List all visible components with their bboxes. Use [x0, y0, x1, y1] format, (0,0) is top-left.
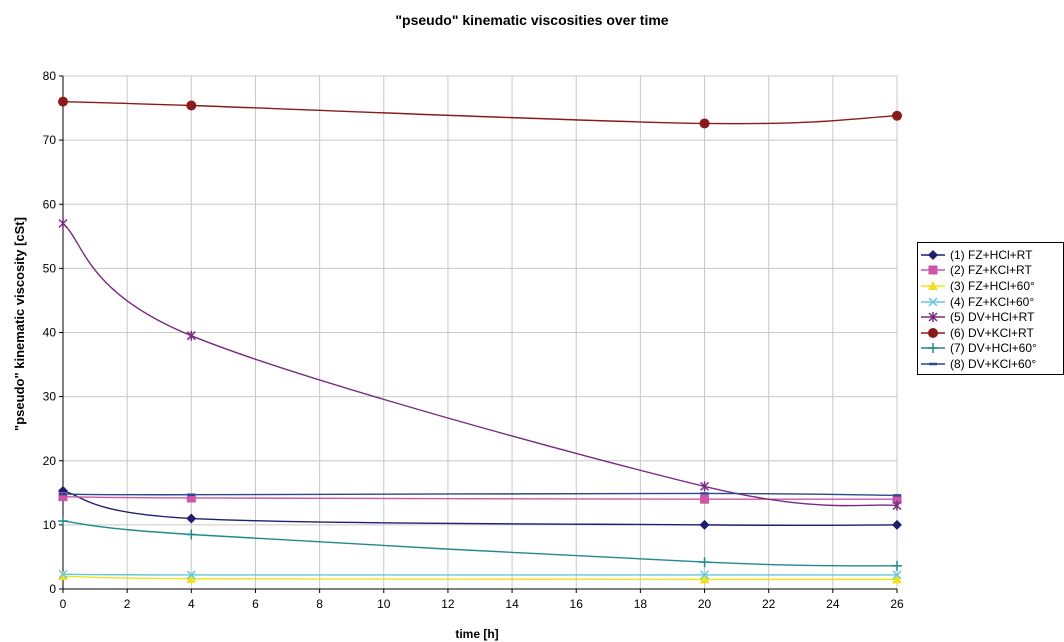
legend-label: (3) FZ+HCl+60° — [950, 278, 1035, 293]
legend-swatch — [921, 280, 945, 290]
legend-label: (7) DV+HCl+60° — [950, 341, 1037, 356]
y-tick-label: 20 — [43, 454, 57, 468]
axes — [59, 75, 898, 593]
legend-swatch-marker — [928, 265, 938, 275]
y-tick-label: 60 — [43, 197, 57, 211]
data-point-series-2 — [700, 494, 710, 504]
legend-item-5: (5) DV+HCl+RT — [918, 309, 1063, 325]
series-line-4 — [62, 573, 897, 576]
x-tick-label: 26 — [890, 597, 904, 611]
legend-item-8: (8) DV+KCl+60° — [918, 356, 1063, 372]
legend-label: (5) DV+HCl+RT — [950, 310, 1035, 325]
legend-swatch — [921, 343, 945, 354]
data-point-series-4 — [186, 570, 196, 580]
data-point-series-4 — [58, 569, 68, 579]
legend-swatch-marker — [928, 327, 938, 338]
data-point-series-6 — [58, 96, 68, 107]
legend-item-1: (1) FZ+HCl+RT — [918, 247, 1063, 263]
data-point-series-3 — [186, 573, 197, 583]
legend-swatch-marker — [928, 312, 938, 323]
series-line-6 — [62, 100, 898, 125]
data-point-series-6 — [186, 100, 197, 111]
legend-swatch-marker — [928, 249, 938, 260]
x-tick-label: 10 — [377, 597, 391, 611]
legend-swatch — [921, 297, 945, 307]
y-tick-label: 30 — [43, 390, 57, 404]
legend-swatch — [921, 362, 945, 366]
data-point-series-4 — [700, 570, 710, 580]
data-point-series-3 — [892, 574, 902, 584]
data-point-series-2 — [186, 493, 196, 503]
data-point-series-1 — [892, 519, 902, 530]
legend-swatch — [921, 249, 945, 260]
y-tick-label: 70 — [43, 133, 57, 147]
x-tick-label: 2 — [124, 597, 131, 611]
series-line-5 — [62, 222, 898, 507]
x-tick-label: 16 — [570, 597, 584, 611]
data-point-series-7 — [186, 529, 197, 540]
legend-item-3: (3) FZ+HCl+60° — [918, 278, 1063, 294]
data-point-series-5 — [186, 330, 196, 341]
data-point-series-6 — [892, 110, 902, 121]
data-point-series-5 — [58, 218, 68, 229]
x-tick-label: 6 — [252, 597, 259, 611]
x-tick-label: 20 — [698, 597, 712, 611]
legend-label: (1) FZ+HCl+RT — [950, 247, 1033, 262]
data-point-series-1 — [186, 513, 197, 524]
data-point-series-3 — [58, 571, 68, 581]
data-point-series-1 — [699, 519, 710, 530]
y-tick-label: 50 — [43, 261, 57, 275]
legend-swatch-marker — [928, 343, 938, 354]
x-tick-label: 24 — [826, 597, 840, 611]
y-tick-label: 10 — [43, 518, 57, 532]
data-point-series-7 — [892, 560, 902, 571]
x-tick-label: 8 — [316, 597, 323, 611]
series-line-3 — [62, 575, 898, 581]
series-line-7 — [62, 520, 898, 567]
legend-label: (2) FZ+KCl+RT — [950, 263, 1032, 278]
legend-swatch-marker — [928, 297, 938, 307]
series-line-2 — [62, 495, 898, 501]
data-point-series-2 — [892, 494, 902, 504]
x-tick-label: 0 — [60, 597, 67, 611]
x-tick-label: 18 — [634, 597, 648, 611]
legend-label: (4) FZ+KCl+60° — [950, 294, 1035, 309]
legend-swatch — [921, 327, 945, 338]
x-tick-label: 14 — [505, 597, 519, 611]
data-markers — [58, 96, 902, 584]
y-tick-label: 40 — [43, 326, 57, 340]
data-point-series-7 — [699, 557, 710, 568]
grid-lines — [63, 75, 898, 589]
y-tick-label: 0 — [49, 582, 56, 596]
series-line-1 — [62, 490, 898, 527]
legend-label: (6) DV+KCl+RT — [950, 325, 1034, 340]
legend-swatch — [921, 312, 945, 323]
x-tick-label: 12 — [441, 597, 455, 611]
x-tick-label: 22 — [762, 597, 776, 611]
legend-label: (8) DV+KCl+60° — [950, 356, 1037, 371]
data-point-series-2 — [58, 492, 68, 502]
x-tick-label: 4 — [188, 597, 195, 611]
data-point-series-6 — [699, 118, 710, 129]
legend-item-7: (7) DV+HCl+60° — [918, 341, 1063, 357]
series-lines — [62, 100, 898, 581]
y-tick-label: 80 — [43, 69, 57, 83]
legend-swatch-marker — [928, 280, 938, 290]
data-point-series-5 — [700, 481, 710, 492]
legend-item-2: (2) FZ+KCl+RT — [918, 263, 1063, 279]
legend-swatch — [921, 265, 945, 275]
y-axis-label: "pseudo" kinematic viscosity [cSt] — [12, 217, 27, 431]
data-point-series-4 — [892, 570, 902, 580]
legend: (1) FZ+HCl+RT (2) FZ+KCl+RT (3) FZ+HCl+60°… — [917, 242, 1064, 375]
data-point-series-7 — [58, 516, 68, 527]
x-axis-label: time [h] — [455, 627, 498, 641]
legend-item-4: (4) FZ+KCl+60° — [918, 294, 1063, 310]
chart-title: "pseudo" kinematic viscosities over time — [395, 12, 669, 28]
data-point-series-5 — [892, 500, 902, 511]
legend-item-6: (6) DV+KCl+RT — [918, 325, 1063, 341]
data-point-series-3 — [699, 574, 710, 584]
series-line-8 — [62, 492, 898, 497]
